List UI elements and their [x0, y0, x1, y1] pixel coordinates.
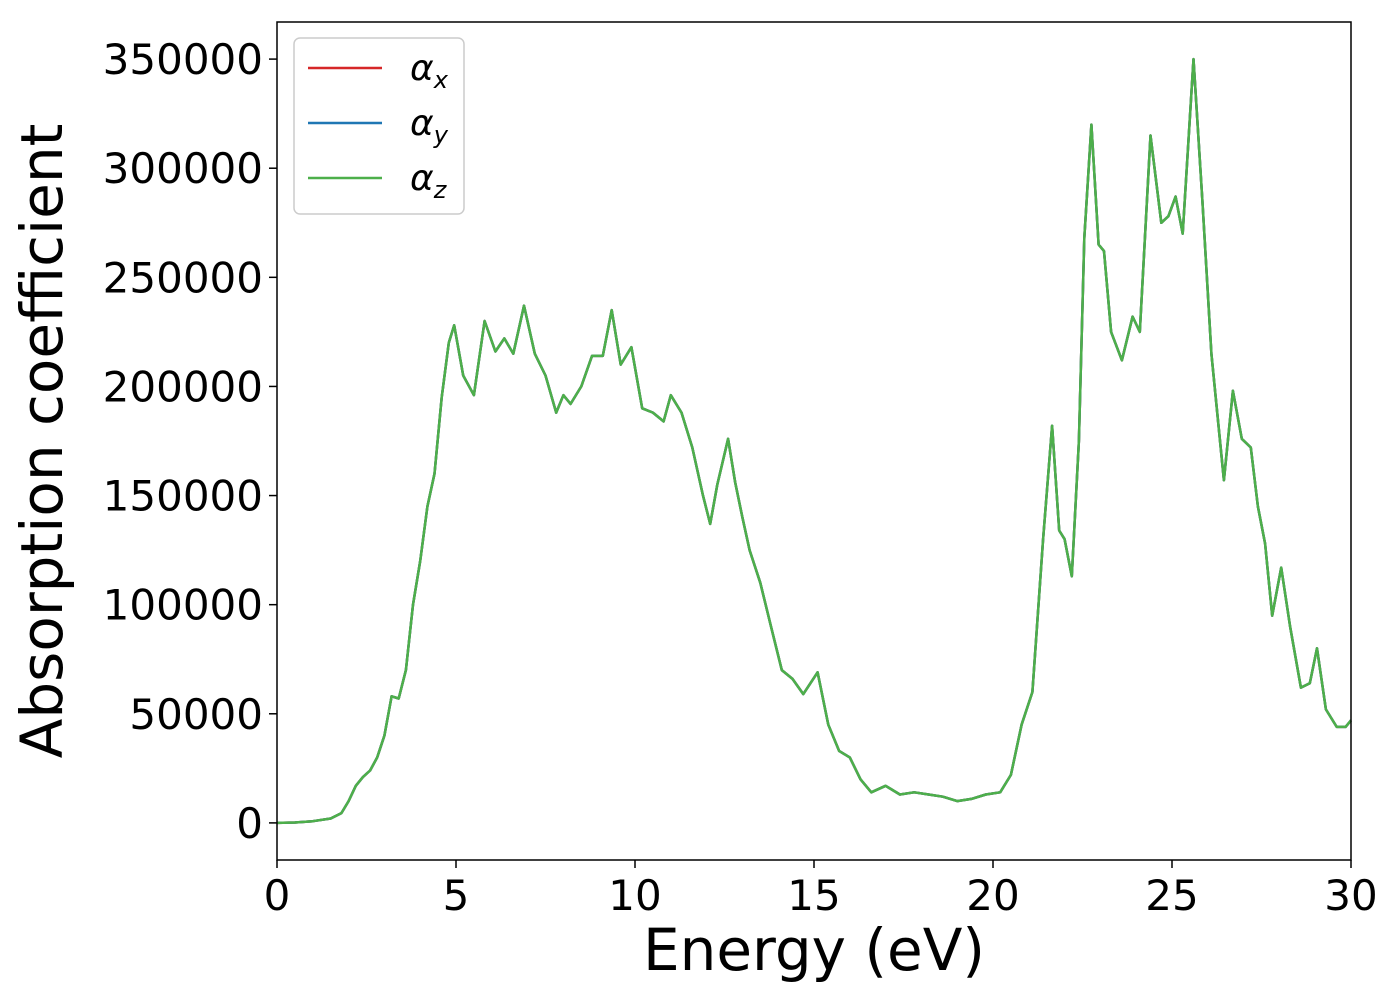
y-tick-label: 100000 — [103, 581, 263, 630]
legend-entry: αx — [410, 48, 449, 94]
legend-entry: αy — [410, 103, 449, 149]
y-axis: 0 50000 100000 150000 200000 250000 300000 3500… — [103, 35, 277, 848]
x-axis-label: Energy (eV) — [643, 916, 985, 984]
x-tick-label: 15 — [787, 871, 840, 920]
y-tick-label: 150000 — [103, 472, 263, 521]
legend: αx αy αz — [293, 37, 465, 215]
legend-box — [293, 37, 465, 215]
y-tick-label: 300000 — [103, 144, 263, 193]
x-tick-label: 10 — [608, 871, 661, 920]
legend-entry: αz — [410, 158, 448, 204]
y-tick-label: 200000 — [103, 362, 263, 411]
y-tick-label: 250000 — [103, 253, 263, 302]
y-tick-label: 50000 — [129, 690, 263, 739]
plot-lines — [276, 57, 1352, 825]
y-axis-label: Absorption coefficient — [8, 124, 76, 759]
x-axis: 0 5 10 15 20 25 30 — [264, 860, 1378, 920]
x-tick-label: 5 — [443, 871, 470, 920]
x-tick-label: 20 — [966, 871, 1019, 920]
x-tick-label: 0 — [264, 871, 291, 920]
x-tick-label: 25 — [1145, 871, 1198, 920]
series-line-z — [276, 57, 1352, 825]
y-tick-label: 350000 — [103, 35, 263, 84]
x-tick-label: 30 — [1324, 871, 1377, 920]
y-tick-label: 0 — [236, 799, 263, 848]
